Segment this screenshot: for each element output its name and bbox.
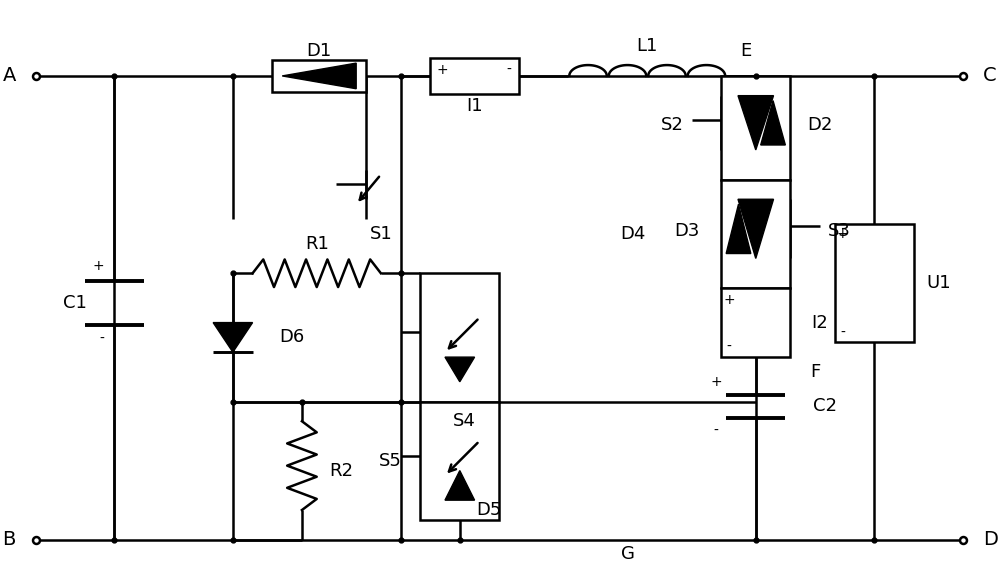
- Bar: [835, 224, 914, 342]
- Text: S3: S3: [828, 222, 851, 240]
- Text: S2: S2: [660, 116, 683, 134]
- Polygon shape: [282, 63, 356, 89]
- Text: -: -: [840, 325, 845, 339]
- Text: L1: L1: [637, 37, 658, 55]
- Text: D6: D6: [279, 328, 305, 346]
- Bar: [721, 76, 790, 180]
- Text: D3: D3: [674, 222, 699, 240]
- Text: +: +: [436, 63, 448, 77]
- Text: S5: S5: [379, 452, 402, 470]
- Text: -: -: [100, 332, 105, 346]
- Bar: [721, 288, 790, 357]
- Text: E: E: [740, 42, 752, 60]
- Text: A: A: [2, 66, 16, 86]
- Polygon shape: [213, 322, 253, 352]
- Polygon shape: [726, 204, 751, 254]
- Text: F: F: [810, 363, 820, 381]
- Text: +: +: [93, 259, 105, 273]
- Text: +: +: [710, 375, 722, 389]
- Text: -: -: [727, 340, 732, 354]
- Bar: [430, 58, 519, 94]
- Text: U1: U1: [926, 274, 951, 292]
- Text: S1: S1: [369, 225, 392, 243]
- Polygon shape: [738, 199, 774, 258]
- Text: I1: I1: [466, 97, 483, 114]
- Text: C: C: [983, 66, 996, 86]
- Bar: [721, 180, 790, 288]
- Polygon shape: [445, 357, 475, 382]
- Text: S4: S4: [453, 412, 476, 430]
- Bar: [420, 273, 499, 402]
- Text: D5: D5: [477, 501, 502, 519]
- Text: D1: D1: [307, 42, 332, 60]
- Polygon shape: [445, 470, 475, 500]
- Bar: [420, 402, 499, 520]
- Text: C2: C2: [813, 398, 837, 416]
- Text: D2: D2: [807, 116, 833, 134]
- Text: -: -: [714, 424, 719, 438]
- Text: B: B: [2, 530, 16, 549]
- Polygon shape: [761, 101, 785, 145]
- Text: -: -: [507, 63, 512, 77]
- Text: +: +: [723, 293, 735, 307]
- Text: I2: I2: [812, 314, 828, 332]
- Text: R1: R1: [305, 234, 329, 252]
- Text: G: G: [621, 546, 634, 563]
- Polygon shape: [738, 96, 774, 150]
- Text: D4: D4: [620, 225, 645, 243]
- Bar: [272, 60, 366, 92]
- Text: +: +: [837, 227, 848, 241]
- Text: R2: R2: [329, 462, 353, 480]
- Text: C1: C1: [63, 294, 87, 312]
- Text: D: D: [983, 530, 998, 549]
